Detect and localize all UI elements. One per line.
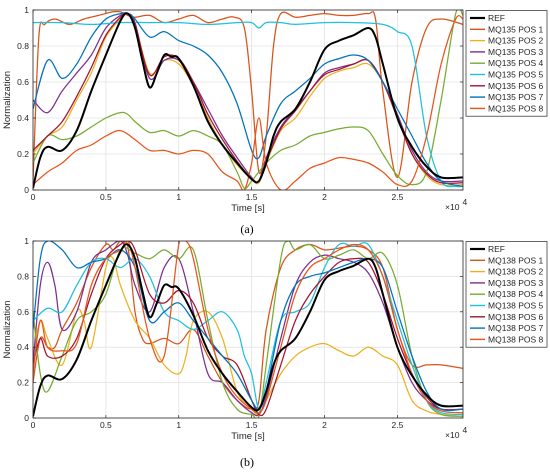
axes-box — [32, 240, 464, 419]
x-exponent-label: ×10 — [445, 202, 460, 212]
legend-entry: MQ138 POS 1 — [488, 255, 544, 265]
series-line-6 — [33, 241, 463, 417]
legend-entry: MQ138 POS 2 — [488, 267, 544, 277]
y-tick-label: 0.2 — [17, 149, 29, 159]
y-axis-label: Normalization — [2, 300, 13, 358]
legend-entry: MQ135 POS 6 — [488, 81, 544, 91]
legend-entry: MQ135 POS 8 — [488, 103, 544, 113]
series-line-5 — [33, 21, 463, 188]
y-tick-label: 0 — [24, 413, 29, 423]
legend-entry: REF — [488, 244, 505, 254]
x-tick-label: 1 — [176, 192, 181, 202]
legend-entry: MQ135 POS 3 — [488, 47, 544, 57]
x-axis-label: Time [s] — [231, 203, 264, 214]
series-line-8 — [33, 241, 463, 414]
series-line-0 — [33, 243, 463, 417]
legend-entry: MQ135 POS 2 — [488, 36, 544, 46]
y-axis-label: Normalization — [2, 71, 13, 129]
y-tick-label: 0.8 — [17, 41, 29, 51]
series-line-2 — [33, 255, 463, 417]
axes-box — [32, 9, 464, 191]
x-tick-label: 0.5 — [100, 192, 112, 202]
series-line-1 — [33, 10, 463, 182]
series-group — [33, 241, 463, 418]
x-tick-label: 2 — [322, 192, 327, 202]
x-tick-label: 1.5 — [246, 420, 258, 430]
x-tick-label: 0 — [31, 192, 36, 202]
legend-entry: MQ135 POS 7 — [488, 92, 544, 102]
caption-a: (a) — [240, 222, 253, 236]
legend-entry: MQ135 POS 1 — [488, 24, 544, 34]
series-line-7 — [33, 241, 463, 412]
y-tick-label: 0.6 — [17, 307, 29, 317]
legend-entry: MQ138 POS 6 — [488, 312, 544, 322]
x-tick-label: 0 — [31, 420, 36, 430]
x-tick-label: 0.5 — [100, 420, 112, 430]
x-exponent-label: ×10 — [445, 430, 460, 440]
legend-entry: MQ135 POS 5 — [488, 70, 544, 80]
x-tick-label: 1 — [176, 420, 181, 430]
chart-panel-b: 0 0.5 1 1.5 2 2.5 0 0.2 0.4 0.6 0.8 1 Time [s] Normal… — [2, 236, 548, 442]
y-tick-label: 0.6 — [17, 77, 29, 87]
y-tick-label: 1 — [24, 236, 29, 246]
legend-entry: REF — [488, 13, 505, 23]
x-exponent-power: 4 — [463, 425, 468, 435]
series-line-8 — [33, 15, 463, 190]
y-tick-label: 0.2 — [17, 378, 29, 388]
x-tick-label: 2.5 — [391, 420, 403, 430]
series-line-3 — [33, 241, 463, 417]
y-tick-label: 0.4 — [17, 342, 29, 352]
legend-entry: MQ138 POS 3 — [488, 278, 544, 288]
y-tick-label: 0.4 — [17, 113, 29, 123]
x-axis-label: Time [s] — [231, 431, 264, 442]
x-tick-label: 2.5 — [391, 192, 403, 202]
legend-entry: MQ138 POS 4 — [488, 289, 544, 299]
series-group — [33, 10, 463, 190]
y-tick-label: 0.8 — [17, 271, 29, 281]
caption-b: (b) — [240, 455, 254, 469]
x-tick-label: 1.5 — [246, 192, 258, 202]
x-exponent-power: 4 — [463, 197, 468, 207]
legend-entry: MQ135 POS 4 — [488, 58, 544, 68]
legend-entry: MQ138 POS 7 — [488, 323, 544, 333]
y-tick-label: 1 — [24, 5, 29, 15]
legend-entry: MQ138 POS 5 — [488, 301, 544, 311]
y-tick-label: 0 — [24, 185, 29, 195]
chart-panel-a: 0 0.5 1 1.5 2 2.5 0 0.2 0.4 0.6 0.8 1 Time [s] Normal… — [2, 5, 548, 214]
series-line-7 — [33, 12, 463, 188]
x-tick-label: 2 — [322, 420, 327, 430]
legend-entry: MQ138 POS 8 — [488, 334, 544, 344]
series-line-0 — [33, 12, 463, 189]
plot-area — [33, 10, 463, 190]
